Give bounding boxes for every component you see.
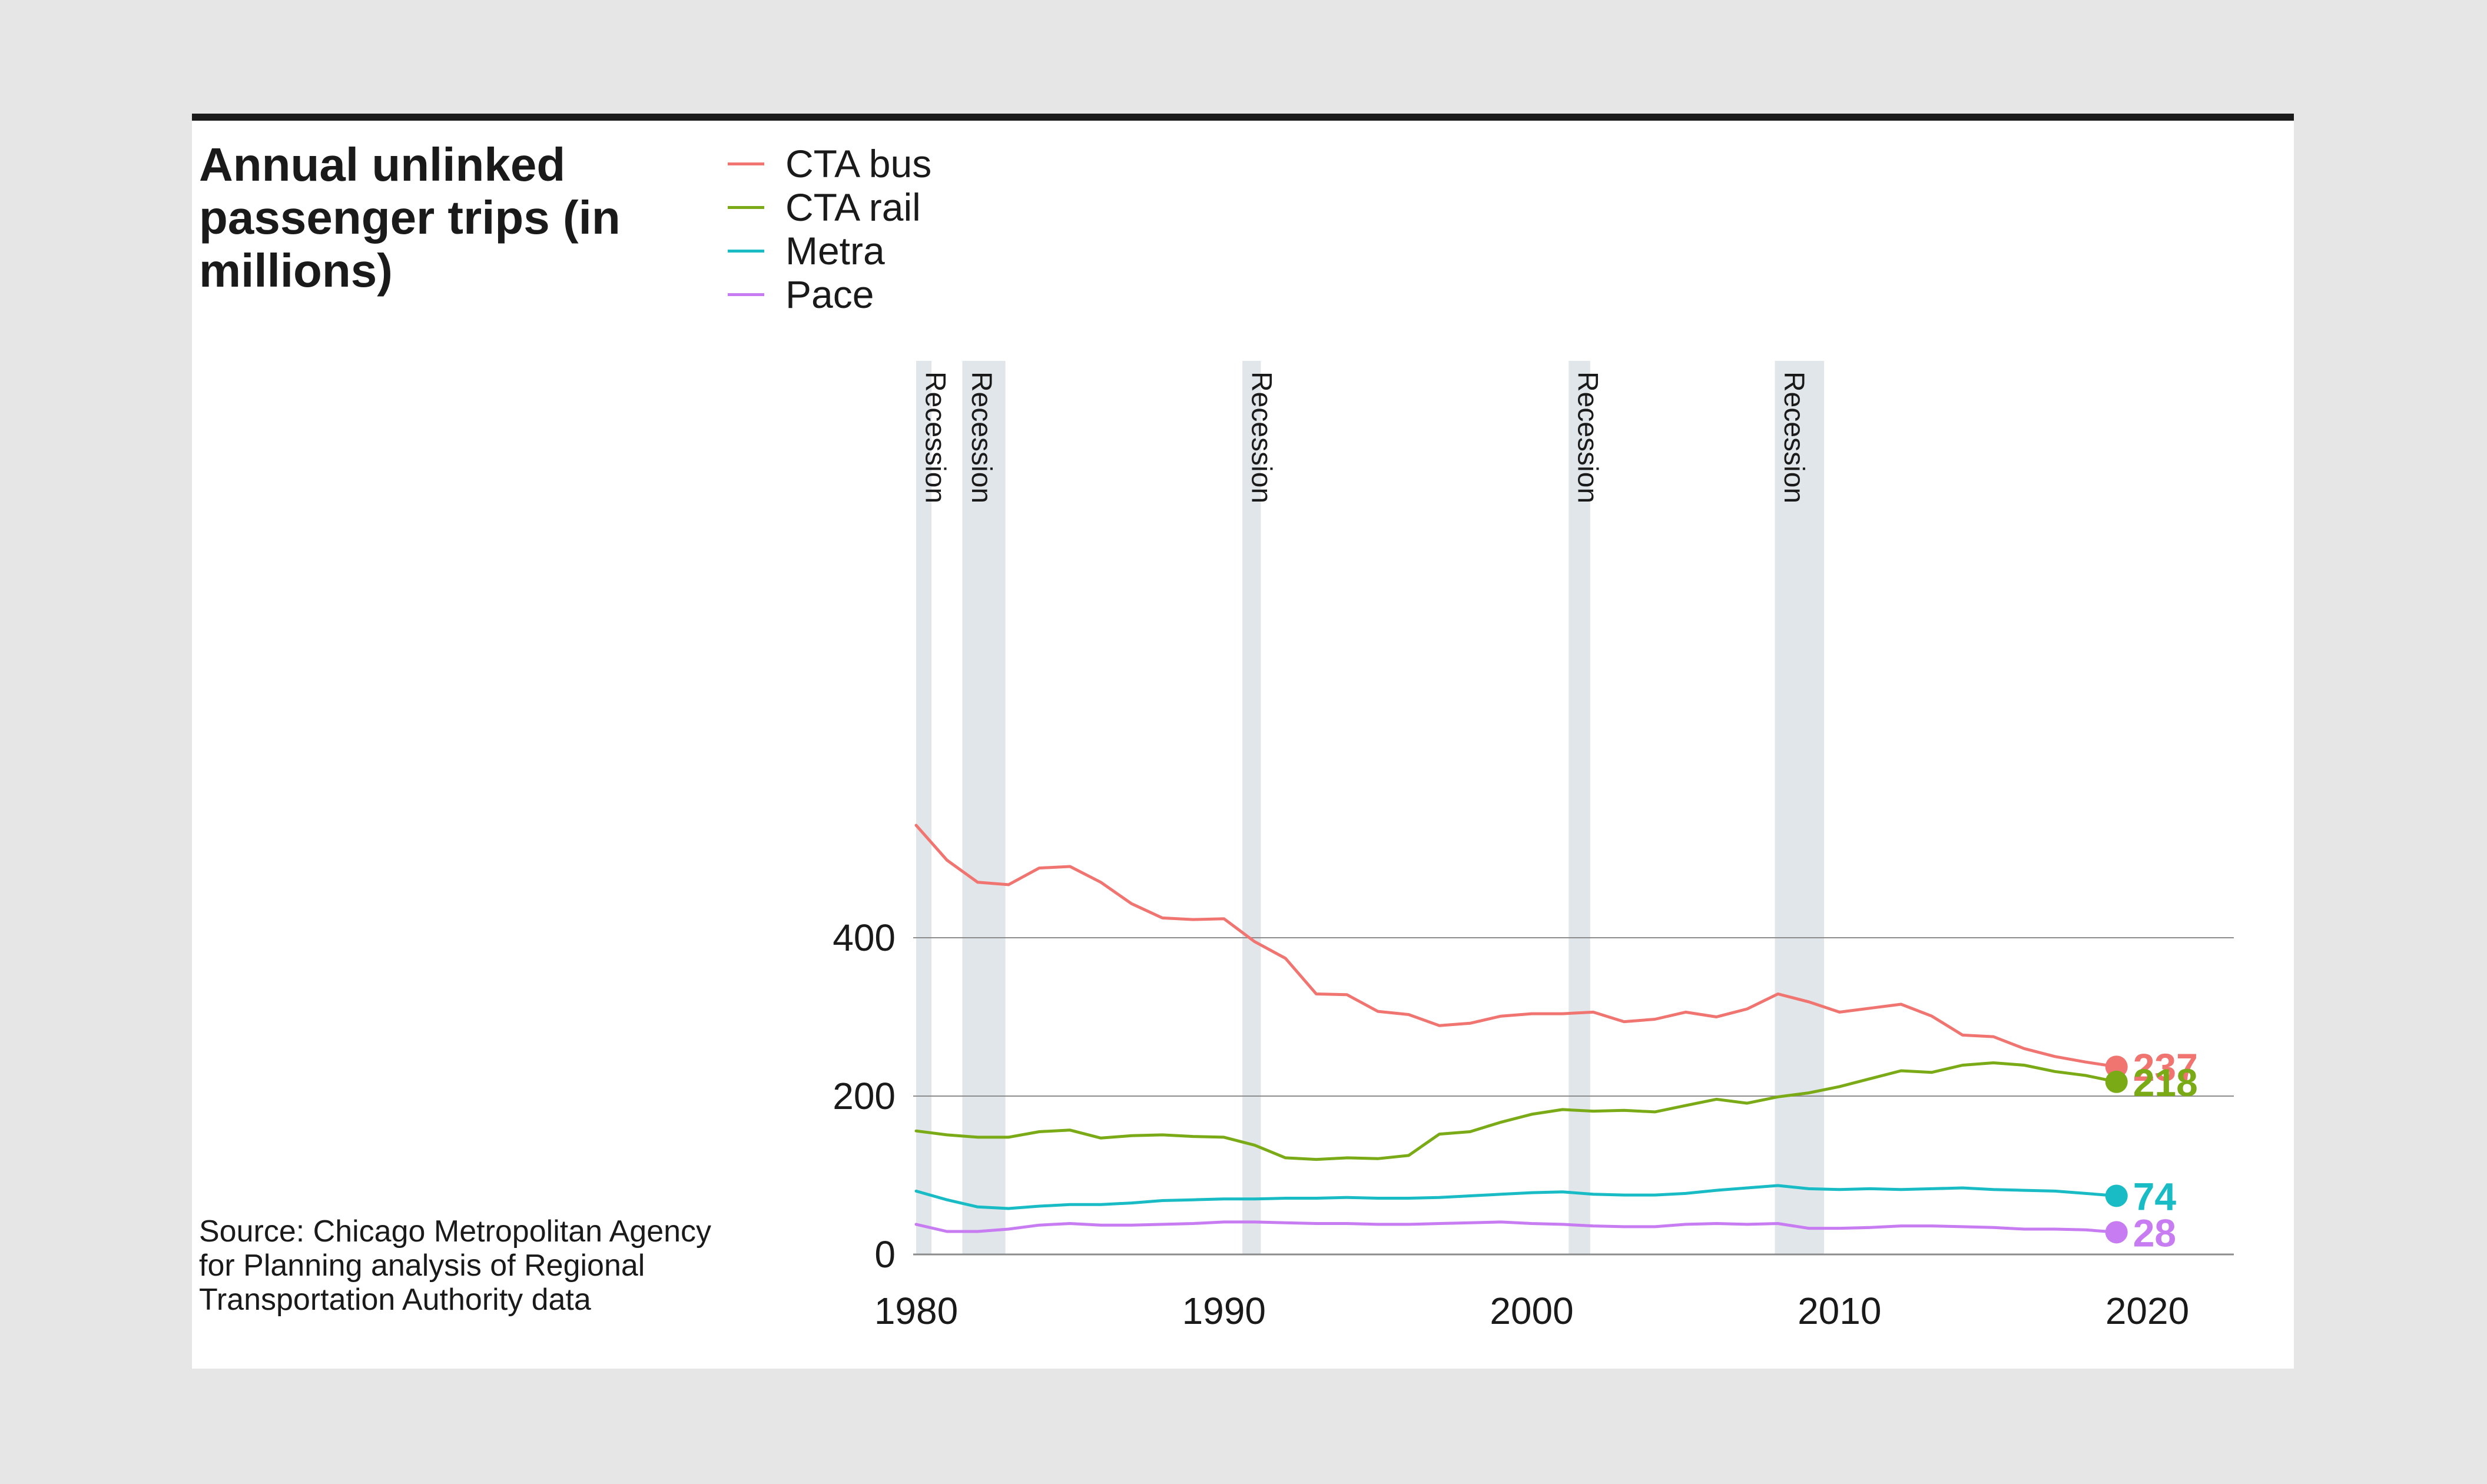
recession-band-1 [962, 361, 1006, 1254]
legend-item-cta-rail: CTA rail [728, 185, 931, 229]
gridlines [913, 937, 2234, 1256]
series-line-pace [914, 1220, 2118, 1234]
legend-label-cta-rail: CTA rail [785, 185, 921, 229]
recession-band-4 [1775, 361, 1825, 1254]
x-tick-label-2020: 2020 [2105, 1290, 2189, 1332]
end-marker-pace [2105, 1221, 2128, 1244]
series-line-metra [914, 1184, 2118, 1210]
y-tick-label-200: 200 [833, 1075, 896, 1117]
recession-bands: Recession Recession Recession Recession Rece… [916, 361, 1825, 1254]
legend-item-metra: Metra [728, 229, 931, 273]
y-tick-label-400: 400 [833, 917, 896, 959]
end-label-pace: 28 [2133, 1211, 2176, 1254]
end-label-cta-bus: 237 [2133, 1045, 2198, 1089]
x-axis-ticks: 1980 1990 2000 2010 2020 [874, 1290, 2189, 1332]
end-marker-cta-rail [2105, 1070, 2128, 1093]
recession-band-3 [1569, 361, 1590, 1254]
legend: CTA bus CTA rail Metra Pace [728, 142, 931, 316]
end-label-cta-rail: 218 [2133, 1061, 2198, 1104]
recession-label-0: Recession [920, 371, 951, 503]
series-line-cta-rail [914, 1061, 2118, 1161]
x-tick-label-1990: 1990 [1182, 1290, 1266, 1332]
end-label-metra: 74 [2133, 1174, 2177, 1218]
series-lines [914, 824, 2118, 1234]
y-tick-label-0: 0 [874, 1233, 896, 1276]
series-line-cta-bus [914, 824, 2118, 1068]
legend-swatch-cta-rail [728, 205, 764, 209]
x-tick-label-2010: 2010 [1798, 1290, 1881, 1332]
legend-swatch-metra [728, 249, 764, 253]
legend-label-metra: Metra [785, 229, 885, 273]
legend-label-pace: Pace [785, 273, 874, 316]
chart-title: Annual unlinked passenger trips (in mill… [199, 138, 621, 297]
legend-label-cta-bus: CTA bus [785, 142, 932, 185]
chart-card: Annual unlinked passenger trips (in mill… [192, 114, 2294, 1369]
recession-band-0 [916, 361, 932, 1254]
x-tick-label-1980: 1980 [874, 1290, 958, 1332]
y-axis-ticks: 0 200 400 [833, 917, 896, 1276]
legend-swatch-cta-bus [728, 162, 764, 165]
recession-label-2: Recession [1246, 371, 1277, 503]
recession-label-4: Recession [1778, 371, 1809, 503]
end-marker-metra [2105, 1184, 2128, 1207]
legend-swatch-pace [728, 293, 764, 296]
recession-label-1: Recession [966, 371, 997, 503]
line-chart: Recession Recession Recession Recession Rece… [833, 361, 2234, 1332]
recession-band-2 [1242, 361, 1261, 1254]
source-note: Source: Chicago Metropolitan Agency for … [199, 1214, 712, 1317]
top-rule [192, 114, 2294, 121]
legend-item-pace: Pace [728, 273, 931, 316]
legend-item-cta-bus: CTA bus [728, 142, 931, 185]
recession-label-3: Recession [1572, 371, 1603, 503]
x-tick-label-2000: 2000 [1490, 1290, 1573, 1332]
